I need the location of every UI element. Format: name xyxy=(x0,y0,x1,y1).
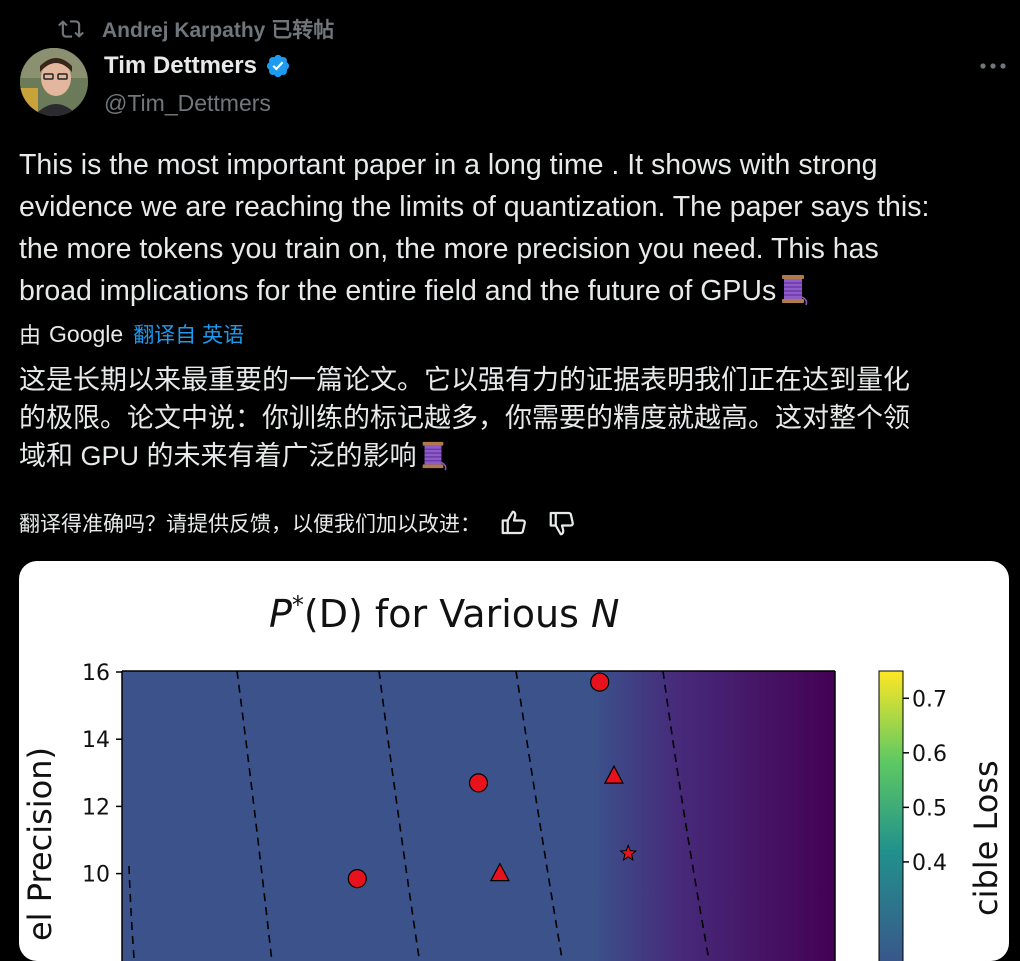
retweet-text: Andrej Karpathy 已转帖 xyxy=(102,19,335,42)
tweet-line: This is the most important paper in a lo… xyxy=(19,149,878,181)
y-tick-label: 16 xyxy=(82,661,110,686)
thumbs-down-icon[interactable] xyxy=(547,508,577,538)
marker-triangle xyxy=(489,862,510,882)
author-name-row[interactable]: Tim Dettmers xyxy=(104,52,291,80)
retweet-header[interactable]: Andrej Karpathy 已转帖 xyxy=(58,14,334,44)
translated-line: 域和 GPU 的未来有着广泛的影响 xyxy=(19,441,417,471)
thumbs-up-icon[interactable] xyxy=(499,508,529,538)
handle[interactable]: @Tim_Dettmers xyxy=(104,90,271,116)
translated-line: 的极限。论文中说：你训练的标记越多，你需要的精度就越高。这对整个领 xyxy=(19,403,910,433)
colorbar-label: cible Loss xyxy=(967,760,1005,916)
verified-badge-icon xyxy=(266,54,290,78)
spool-of-thread-icon xyxy=(422,441,446,471)
tweet-media-chart[interactable]: P*(D) for Various N 10 12 14 16 el Precisio… xyxy=(19,561,1009,961)
translation-attribution: 由 Google 翻译自 英语 xyxy=(19,318,244,350)
display-name[interactable]: Tim Dettmers xyxy=(104,52,257,79)
colorbar xyxy=(878,670,904,961)
chart: P*(D) for Various N 10 12 14 16 el Precisio… xyxy=(21,591,1005,961)
tweet-line: broad implications for the entire field … xyxy=(19,275,777,307)
title-star: * xyxy=(292,591,304,619)
feedback-prompt: 翻译得准确吗？请提供反馈，以便我们加以改进： xyxy=(19,513,481,536)
tweet-line: evidence we are reaching the limits of q… xyxy=(19,191,930,223)
iso-line xyxy=(662,670,711,961)
avatar[interactable] xyxy=(20,48,88,116)
repost-icon xyxy=(58,20,84,38)
author-block: Tim Dettmers @Tim_Dettmers xyxy=(104,52,291,117)
title-mid: (D) for Various xyxy=(304,592,591,636)
marker-triangle xyxy=(603,764,624,784)
more-dots-icon xyxy=(980,63,1006,69)
colorbar-tick-label: 0.4 xyxy=(912,851,947,876)
marker-circle xyxy=(347,869,367,889)
marker-circle xyxy=(590,672,610,692)
translated-text: 这是长期以来最重要的一篇论文。它以强有力的证据表明我们正在达到量化 的极限。论文… xyxy=(19,361,1009,475)
tweet-text: This is the most important paper in a lo… xyxy=(19,144,1004,312)
title-p: P xyxy=(269,592,292,636)
translated-by-label: 由 xyxy=(19,323,42,348)
marker-circle xyxy=(468,773,489,793)
chart-title: P*(D) for Various N xyxy=(269,591,619,636)
iso-line xyxy=(236,670,273,961)
marker-star xyxy=(619,844,638,862)
translated-line: 这是长期以来最重要的一篇论文。它以强有力的证据表明我们正在达到量化 xyxy=(19,365,910,395)
colorbar-tick-label: 0.6 xyxy=(912,742,947,767)
y-axis-label: el Precision) xyxy=(21,747,59,941)
y-tick-label: 12 xyxy=(82,795,110,820)
colorbar-tick-label: 0.7 xyxy=(912,687,947,712)
title-n: N xyxy=(591,592,619,636)
spool-of-thread-icon xyxy=(782,275,808,306)
y-tick-label: 14 xyxy=(82,728,110,753)
translation-feedback: 翻译得准确吗？请提供反馈，以便我们加以改进： xyxy=(19,508,577,538)
plot-area xyxy=(122,671,835,961)
colorbar-tick-label: 0.5 xyxy=(912,796,947,821)
google-logo: Google xyxy=(49,320,124,347)
tweet-line: the more tokens you train on, the more p… xyxy=(19,233,879,265)
y-tick-label: 10 xyxy=(82,863,110,888)
more-options-button[interactable] xyxy=(978,55,1008,77)
iso-lines xyxy=(128,670,711,961)
translated-from-link[interactable]: 翻译自 英语 xyxy=(133,324,245,347)
iso-line xyxy=(378,670,421,961)
